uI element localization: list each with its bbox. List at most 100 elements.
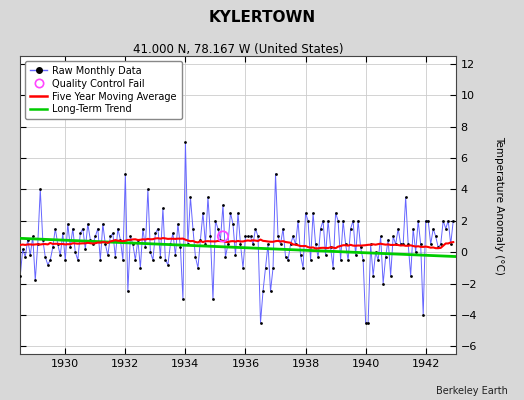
Point: [189, 226, 197, 232]
Point: [149, 257, 157, 263]
Point: [29, 233, 37, 240]
Point: [329, 265, 337, 271]
Point: [179, 296, 187, 302]
Point: [414, 218, 422, 224]
Point: [206, 233, 215, 240]
Y-axis label: Temperature Anomaly (°C): Temperature Anomaly (°C): [494, 136, 504, 274]
Point: [94, 226, 102, 232]
Point: [39, 236, 47, 243]
Point: [311, 241, 320, 248]
Point: [304, 218, 312, 224]
Point: [299, 265, 307, 271]
Title: 41.000 N, 78.167 W (United States): 41.000 N, 78.167 W (United States): [133, 43, 343, 56]
Point: [81, 246, 90, 252]
Point: [229, 221, 237, 227]
Point: [194, 265, 202, 271]
Point: [394, 226, 402, 232]
Point: [201, 241, 210, 248]
Point: [219, 202, 227, 208]
Point: [384, 236, 392, 243]
Point: [427, 241, 435, 248]
Point: [326, 244, 335, 251]
Point: [36, 186, 45, 192]
Point: [334, 218, 342, 224]
Point: [399, 241, 407, 248]
Point: [124, 288, 132, 294]
Point: [209, 296, 217, 302]
Point: [53, 241, 62, 248]
Point: [404, 241, 412, 248]
Point: [74, 257, 82, 263]
Point: [76, 230, 84, 236]
Point: [309, 210, 317, 216]
Point: [359, 257, 367, 263]
Point: [289, 233, 297, 240]
Point: [46, 257, 54, 263]
Point: [324, 218, 332, 224]
Point: [106, 233, 115, 240]
Point: [226, 210, 235, 216]
Point: [407, 272, 415, 279]
Point: [146, 249, 155, 255]
Point: [429, 226, 438, 232]
Point: [352, 252, 360, 258]
Point: [216, 236, 225, 243]
Point: [387, 272, 395, 279]
Point: [1, 236, 9, 243]
Point: [41, 254, 49, 260]
Point: [246, 233, 255, 240]
Point: [191, 254, 200, 260]
Point: [34, 241, 42, 248]
Point: [444, 218, 452, 224]
Point: [362, 320, 370, 326]
Point: [49, 244, 57, 251]
Point: [59, 230, 67, 236]
Point: [442, 226, 450, 232]
Point: [439, 218, 447, 224]
Point: [266, 288, 275, 294]
Point: [239, 265, 247, 271]
Point: [166, 241, 174, 248]
Point: [211, 218, 220, 224]
Point: [176, 244, 184, 251]
Point: [436, 241, 445, 248]
Point: [104, 252, 112, 258]
Point: [339, 218, 347, 224]
Point: [184, 241, 192, 248]
Point: [159, 205, 167, 212]
Point: [91, 233, 100, 240]
Point: [99, 221, 107, 227]
Point: [316, 226, 325, 232]
Point: [389, 233, 397, 240]
Point: [354, 218, 362, 224]
Point: [24, 236, 32, 243]
Point: [174, 221, 182, 227]
Point: [349, 218, 357, 224]
Point: [264, 241, 272, 248]
Point: [381, 254, 390, 260]
Point: [319, 218, 328, 224]
Point: [254, 233, 262, 240]
Point: [421, 218, 430, 224]
Point: [346, 226, 355, 232]
Point: [89, 241, 97, 248]
Point: [139, 226, 147, 232]
Point: [161, 257, 170, 263]
Point: [336, 257, 345, 263]
Point: [449, 218, 457, 224]
Point: [256, 320, 265, 326]
Point: [356, 244, 365, 251]
Point: [11, 244, 19, 251]
Point: [4, 252, 12, 258]
Point: [297, 252, 305, 258]
Point: [261, 265, 270, 271]
Point: [116, 236, 125, 243]
Point: [151, 230, 160, 236]
Point: [252, 226, 260, 232]
Point: [171, 252, 180, 258]
Point: [366, 241, 375, 248]
Point: [372, 249, 380, 255]
Point: [401, 194, 410, 200]
Point: [379, 280, 387, 287]
Point: [231, 252, 239, 258]
